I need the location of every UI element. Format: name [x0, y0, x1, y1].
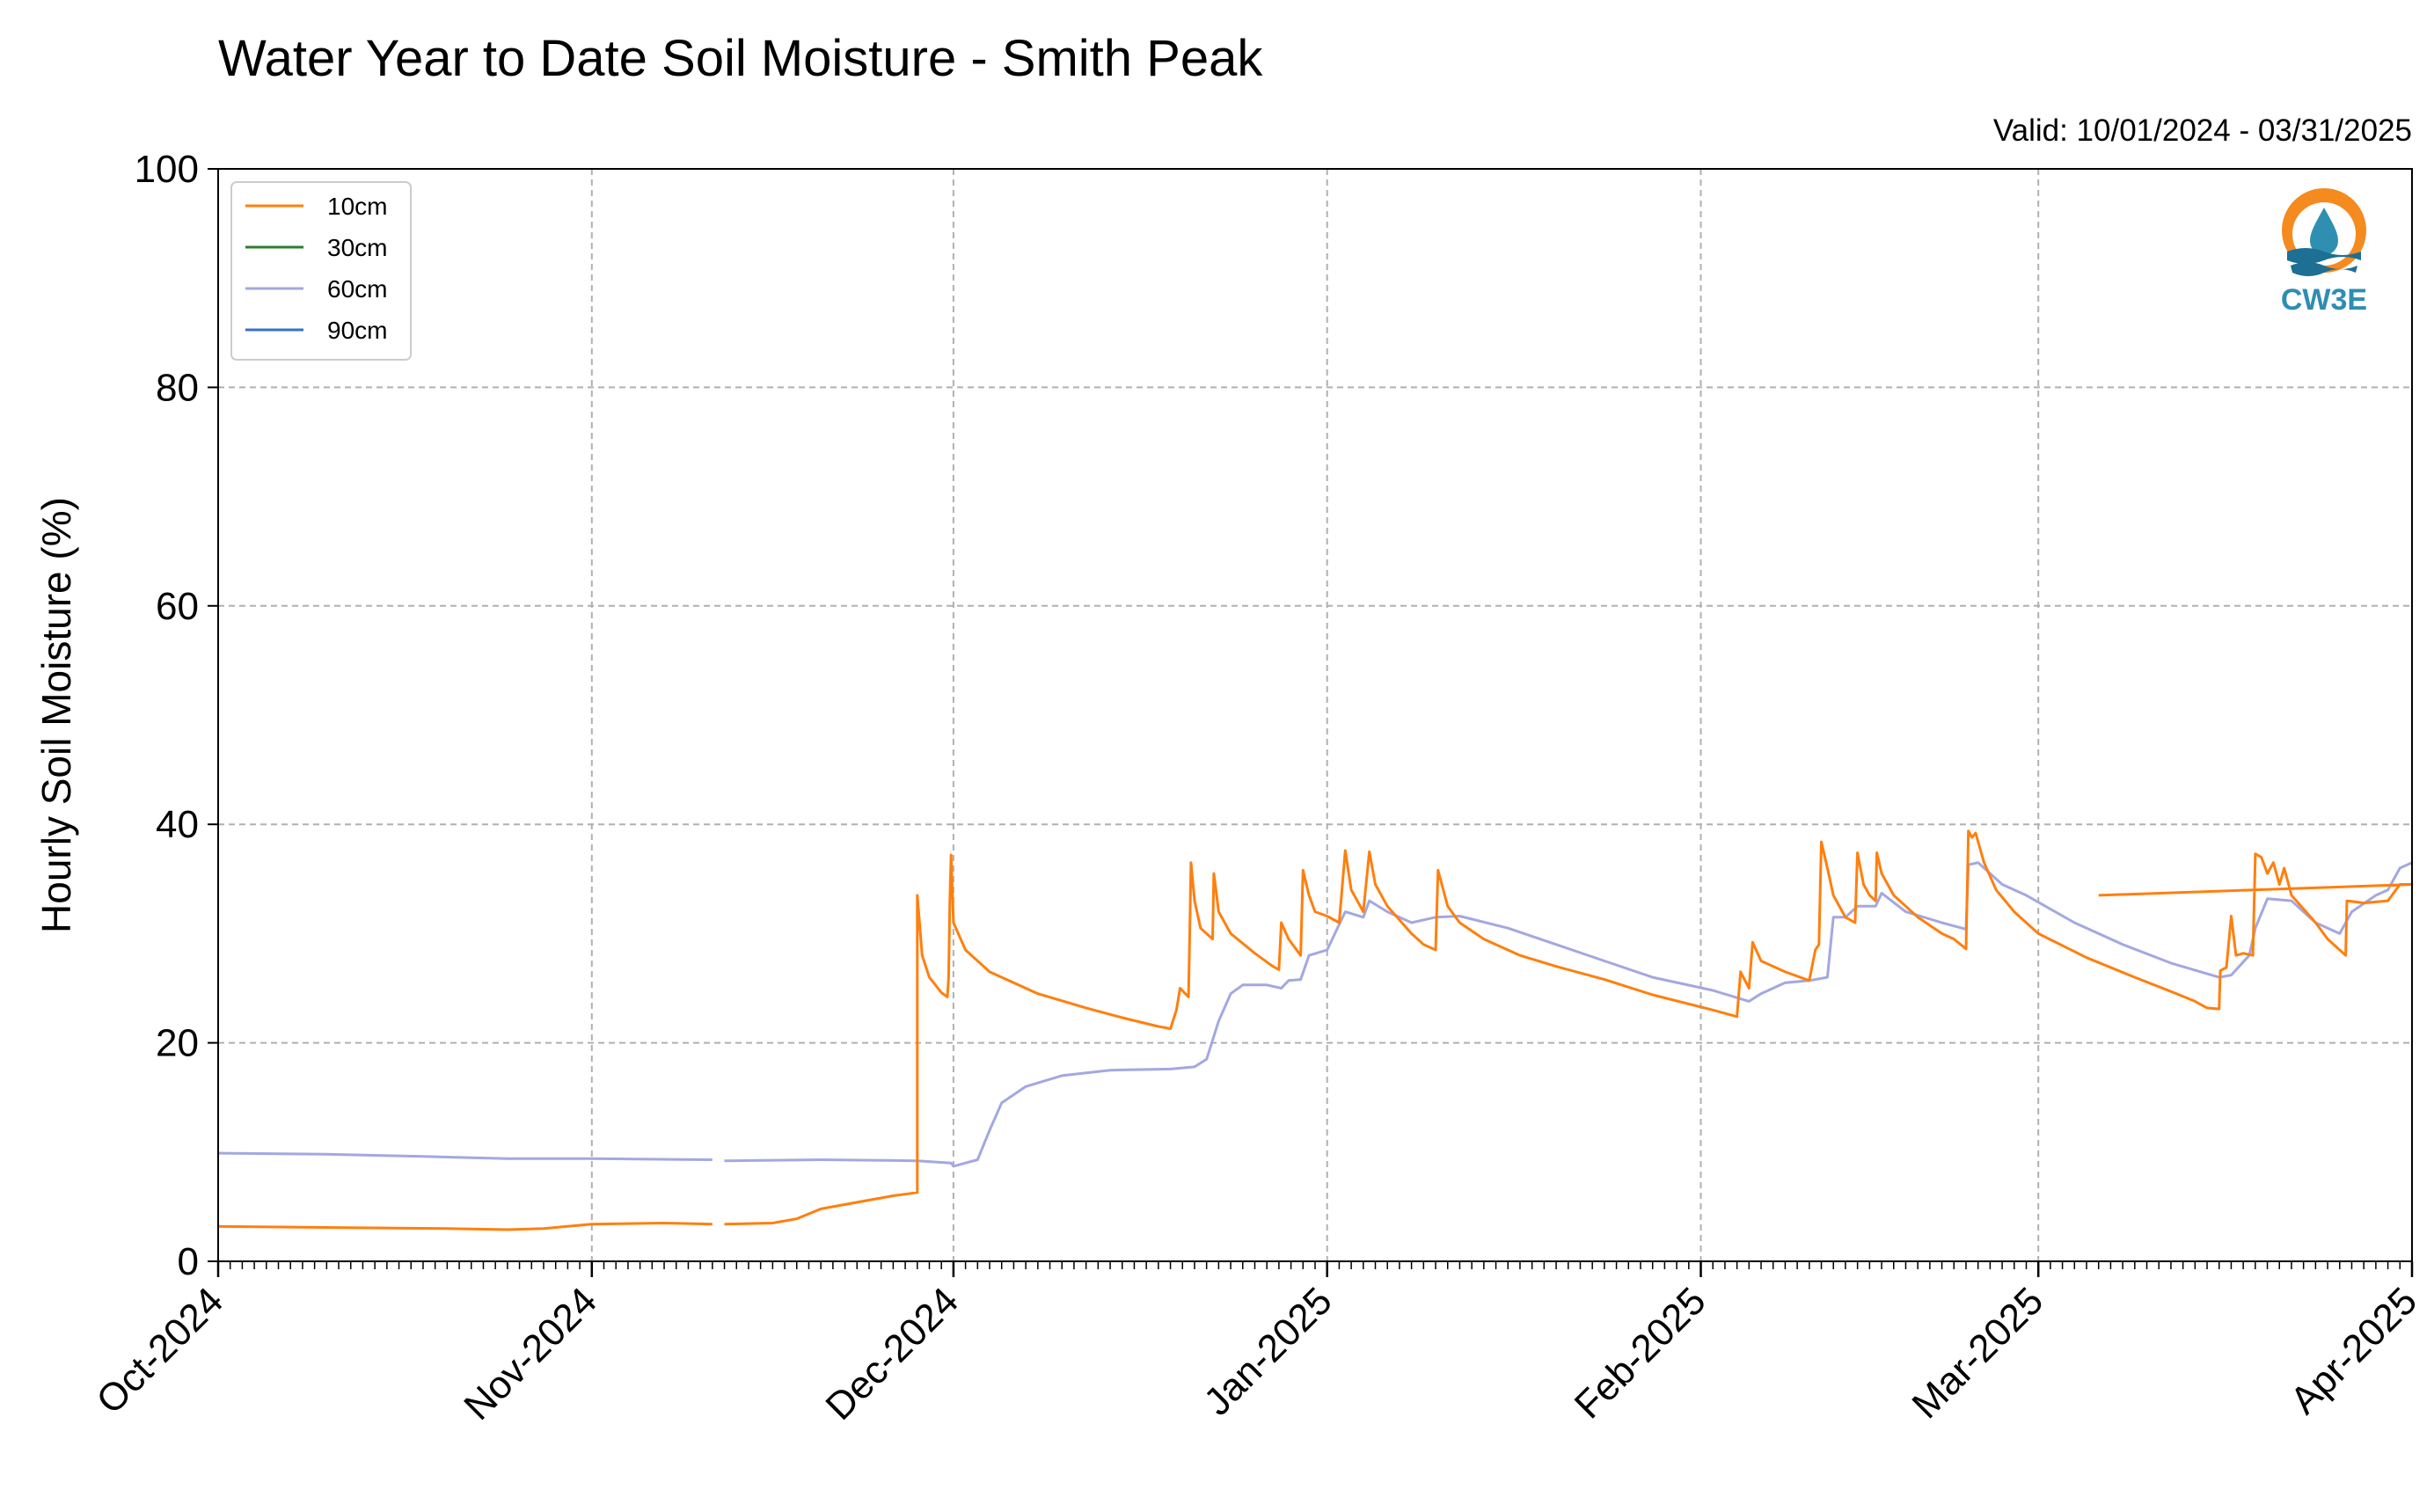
valid-range: Valid: 10/01/2024 - 03/31/2025: [1993, 113, 2412, 148]
series-layer: [217, 829, 2414, 1231]
y-tick-label: 60: [156, 585, 199, 628]
x-axis: Oct-2024 Nov-2024 Dec-2024 Jan-2025 Feb-2025…: [88, 1261, 2425, 1428]
legend-label-10cm: 10cm: [327, 193, 387, 220]
x-tick-label: Jan-2025: [1195, 1279, 1340, 1423]
legend-label-90cm: 90cm: [327, 317, 387, 344]
x-tick-label: Mar-2025: [1904, 1279, 2051, 1427]
y-tick-label: 40: [156, 803, 199, 846]
plot-frame: [217, 168, 2413, 1262]
y-tick-label: 100: [135, 148, 199, 191]
chart-title: Water Year to Date Soil Moisture - Smith…: [218, 30, 1263, 87]
y-axis: 0 20 40 60 80 100: [135, 148, 218, 1283]
x-tick-label: Dec-2024: [817, 1279, 967, 1428]
x-tick-label: Feb-2025: [1567, 1279, 1714, 1427]
wave-icon-2: [2291, 262, 2357, 276]
water-drop-icon: [2310, 208, 2338, 255]
legend-box: [230, 181, 412, 361]
logo-text: CW3E: [2281, 283, 2367, 317]
x-tick-label: Nov-2024: [456, 1279, 605, 1428]
x-tick-label: Apr-2025: [2282, 1279, 2425, 1422]
legend: 10cm 30cm 60cm 90cm: [230, 181, 412, 361]
y-tick-label: 80: [156, 366, 199, 409]
legend-label-30cm: 30cm: [327, 234, 387, 261]
series-line-10cm: [217, 829, 2414, 1231]
y-tick-label: 20: [156, 1022, 199, 1065]
cw3e-logo: CW3E: [2281, 188, 2367, 317]
legend-label-60cm: 60cm: [327, 275, 387, 303]
series-line-60cm: [217, 861, 2413, 1168]
wave-icon: [2287, 248, 2361, 264]
x-tick-label: Oct-2024: [88, 1279, 231, 1422]
grid: [218, 169, 2412, 1261]
y-tick-label: 0: [178, 1240, 199, 1283]
y-axis-label: Hourly Soil Moisture (%): [33, 497, 79, 933]
